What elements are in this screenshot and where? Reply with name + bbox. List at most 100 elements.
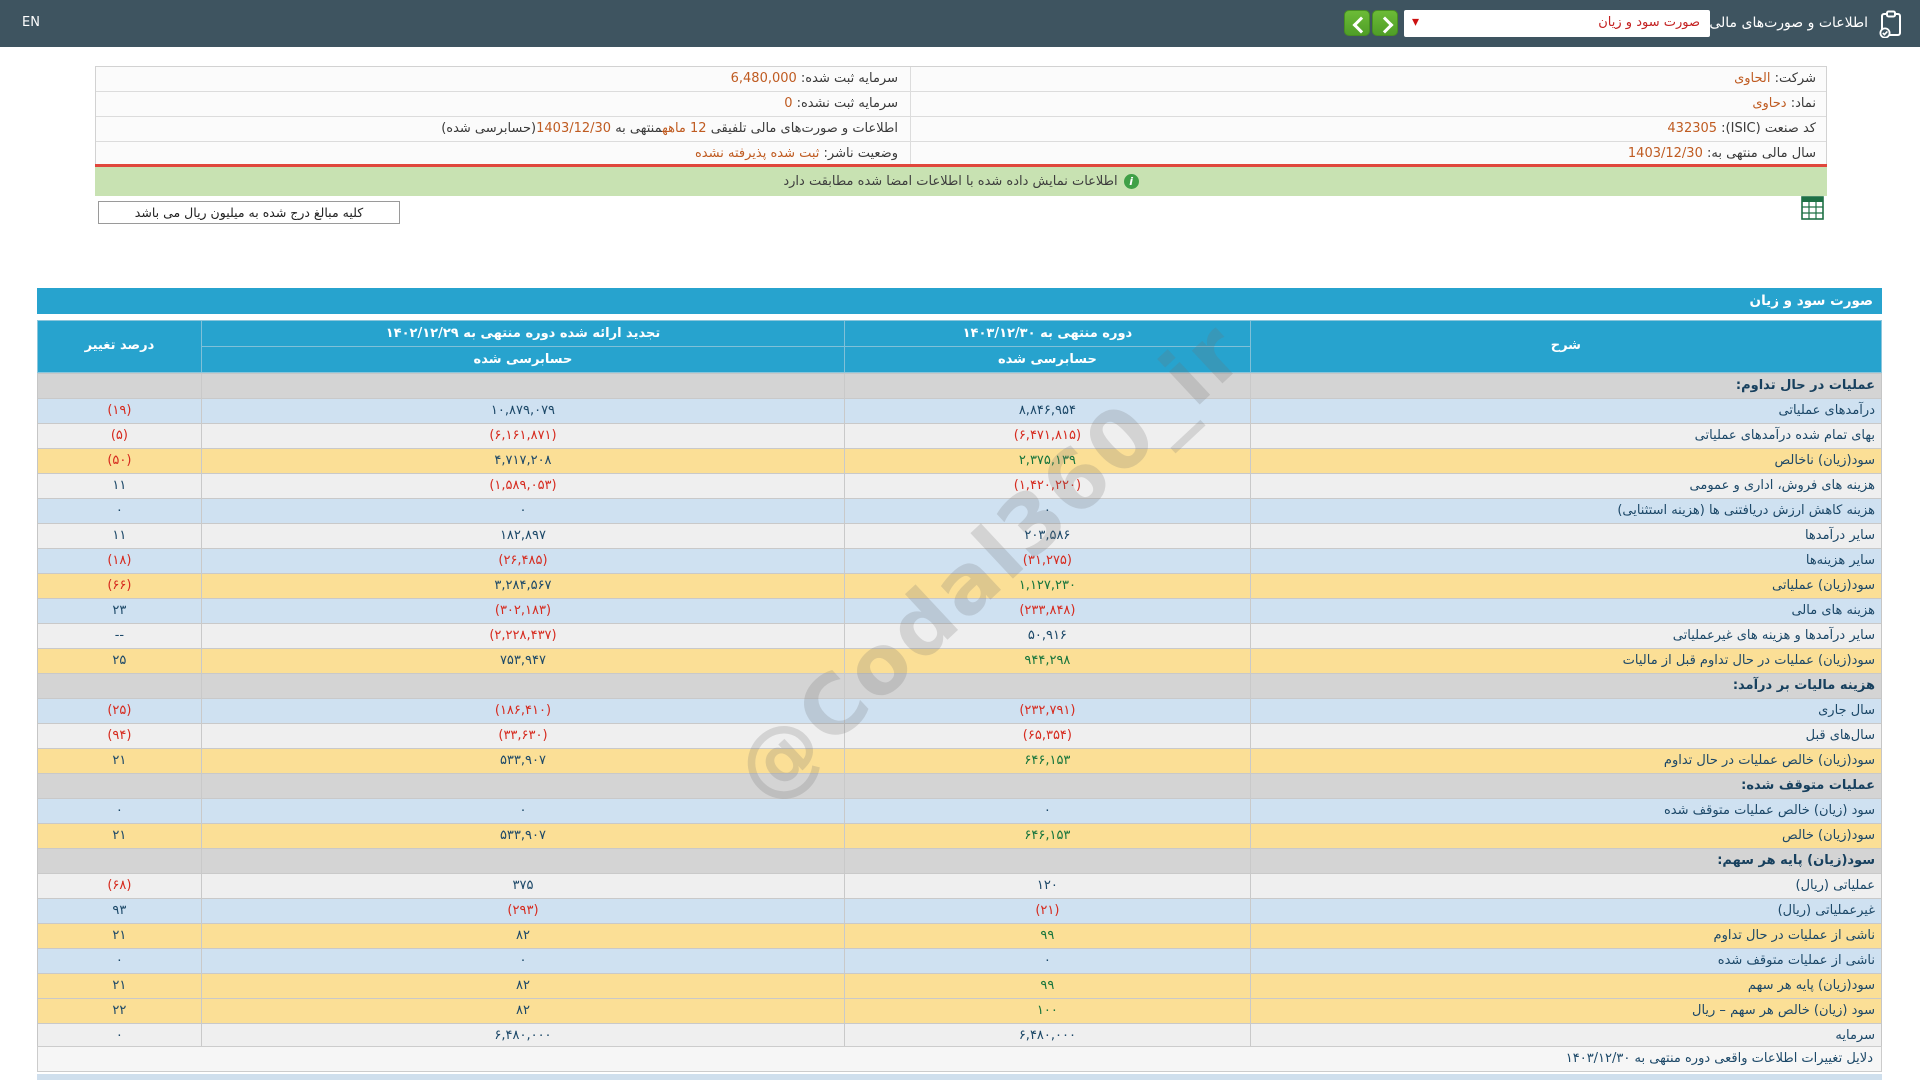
value-prior-period: ۳,۲۸۴,۵۶۷	[200, 574, 844, 598]
table-row: سایر درآمدها و هزینه های غیرعملیاتی ۵۰,۹۱…	[38, 623, 1881, 648]
value-pct-change: (۵)	[110, 428, 128, 443]
value-pct-change: ۰	[115, 953, 123, 968]
value-current-period: (۶,۴۷۱,۸۱۵)	[844, 424, 1251, 448]
value-pct-change: ۰	[115, 503, 123, 518]
info-cell-right: سال مالی منتهی به: 1403/12/30	[1627, 146, 1816, 161]
value-current-period: ۶۴۶,۱۵۳	[844, 749, 1251, 773]
income-table-body: عملیات در حال تداوم: درآمدهای عملیاتی ۸,۸۴…	[37, 373, 1882, 1050]
value-current-period: ۹۴۴,۲۹۸	[844, 649, 1251, 673]
value-pct-change: (۲۵)	[107, 703, 132, 718]
value-pct-change: ۰	[115, 803, 123, 818]
clipboard-icon	[1878, 10, 1904, 42]
value-current-period	[844, 849, 1251, 873]
value-current-period: ۱۲۰	[844, 874, 1251, 898]
value-pct-change: ۱۱	[112, 478, 127, 493]
header-prior-period: تجدید ارائه شده دوره منتهی به ۱۴۰۲/۱۲/۲۹…	[200, 321, 845, 372]
value-prior-period: ۴,۷۱۷,۲۰۸	[200, 449, 844, 473]
statement-select-dropdown[interactable]: صورت سود و زیان ▾	[1404, 10, 1710, 37]
header-prior-period-label: تجدید ارائه شده دوره منتهی به ۱۴۰۲/۱۲/۲۹	[385, 326, 661, 341]
table-row: سود(زیان) عملیات در حال تداوم قبل از مال…	[38, 648, 1881, 673]
value-prior-period	[200, 774, 844, 798]
value-pct-change: ۲۱	[112, 828, 127, 843]
row-label: سود(زیان) خالص عملیات در حال تداوم	[1663, 753, 1875, 768]
table-row: سال جاری (۲۳۲,۷۹۱) (۱۸۶,۴۱۰) (۲۵)	[38, 698, 1881, 723]
row-label: درآمدهای عملیاتی	[1778, 403, 1875, 418]
banner-text: اطلاعات نمایش داده شده با اطلاعات امضا ش…	[783, 174, 1118, 189]
previous-statement-button[interactable]	[1344, 10, 1370, 36]
row-label: عملیاتی (ریال)	[1795, 878, 1876, 893]
row-label: سود (زیان) خالص عملیات متوقف شده	[1664, 803, 1875, 818]
info-cell-left: سرمایه ثبت شده: 6,480,000	[96, 67, 911, 91]
row-label: غیرعملیاتی (ریال)	[1777, 903, 1875, 918]
chevron-left-icon	[1352, 16, 1370, 34]
value-prior-period	[200, 674, 844, 698]
value-current-period: ۰	[844, 949, 1251, 973]
excel-export-icon[interactable]	[1801, 196, 1824, 224]
reasons-section-header: دلایل تغییرات اطلاعات واقعی دوره منتهی ب…	[37, 1046, 1882, 1072]
row-label: سود(زیان) عملیات در حال تداوم قبل از مال…	[1622, 653, 1875, 668]
value-prior-period: (۳۳,۶۳۰)	[200, 724, 844, 748]
value-prior-period: (۲۶,۴۸۵)	[200, 549, 844, 573]
value-prior-period	[200, 849, 844, 873]
row-label: هزینه مالیات بر درآمد:	[1732, 678, 1875, 693]
dropdown-selected-value: صورت سود و زیان	[1598, 15, 1700, 30]
value-pct-change: ۲۱	[112, 928, 127, 943]
value-current-period: (۳۱,۲۷۵)	[844, 549, 1251, 573]
table-title-bar: صورت سود و زیان	[37, 288, 1882, 314]
value-pct-change: ۲۳	[112, 603, 127, 618]
value-pct-change: (۹۴)	[107, 728, 132, 743]
value-current-period: ۰	[844, 499, 1251, 523]
value-current-period: (۲۳۳,۸۴۸)	[844, 599, 1251, 623]
header-current-period: دوره منتهی به ۱۴۰۳/۱۲/۳۰ حسابرسی شده	[844, 321, 1251, 372]
table-row: عملیاتی (ریال) ۱۲۰ ۳۷۵ (۶۸)	[38, 873, 1881, 898]
value-prior-period: ۳۷۵	[200, 874, 844, 898]
table-row: ناشی از عملیات متوقف شده ۰ ۰ ۰	[38, 948, 1881, 973]
table-row: سایر درآمدها ۲۰۳,۵۸۶ ۱۸۲,۸۹۷ ۱۱	[38, 523, 1881, 548]
value-current-period	[844, 374, 1251, 398]
value-current-period: ۱۰۰	[844, 999, 1251, 1023]
section-row: هزینه مالیات بر درآمد:	[38, 673, 1881, 698]
row-label: سایر هزینه‌ها	[1805, 553, 1875, 568]
section-row: عملیات متوقف شده:	[38, 773, 1881, 798]
value-pct-change: (۶۶)	[107, 578, 132, 593]
language-switch-en[interactable]: EN	[22, 15, 40, 30]
value-prior-period: ۵۳۳,۹۰۷	[200, 824, 844, 848]
value-pct-change: ۹۳	[112, 903, 127, 918]
row-label: بهای تمام شده درآمدهای عملیاتی	[1694, 428, 1875, 443]
header-description: شرح	[1250, 321, 1881, 372]
next-statement-button[interactable]	[1372, 10, 1398, 36]
value-prior-period: ۰	[200, 499, 844, 523]
value-current-period: ۹۹	[844, 924, 1251, 948]
table-row: بهای تمام شده درآمدهای عملیاتی (۶,۴۷۱,۸۱۵…	[38, 423, 1881, 448]
value-pct-change: (۱۹)	[107, 403, 132, 418]
value-current-period: (۲۱)	[844, 899, 1251, 923]
section-row: سود(زیان) پایه هر سهم:	[38, 848, 1881, 873]
table-row: سود (زیان) خالص عملیات متوقف شده ۰ ۰ ۰	[38, 798, 1881, 823]
table-row: سود(زیان) خالص ۶۴۶,۱۵۳ ۵۳۳,۹۰۷ ۲۱	[38, 823, 1881, 848]
value-pct-change: (۶۸)	[107, 878, 132, 893]
value-pct-change: (۱۸)	[107, 553, 132, 568]
info-row: کد صنعت (ISIC): 432305 اطلاعات و صورت‌های…	[96, 116, 1826, 141]
info-cell-left: سرمایه ثبت نشده: 0	[96, 92, 911, 116]
chevron-down-icon: ▾	[1412, 14, 1420, 30]
value-current-period: (۲۳۲,۷۹۱)	[844, 699, 1251, 723]
row-label: سود(زیان) عملیاتی	[1772, 578, 1875, 593]
value-pct-change: (۵۰)	[107, 453, 132, 468]
header-current-audited: حسابرسی شده	[845, 346, 1250, 372]
row-label: سود(زیان) پایه هر سهم	[1747, 978, 1875, 993]
row-label: عملیات در حال تداوم:	[1735, 378, 1875, 393]
value-pct-change: ۲۱	[112, 978, 127, 993]
row-label: سرمایه	[1835, 1028, 1875, 1043]
info-row: شرکت: الحاوی سرمایه ثبت شده: 6,480,000	[96, 67, 1826, 91]
row-label: سود (زیان) خالص هر سهم – ریال	[1692, 1003, 1875, 1018]
table-row: سرمایه ۶,۴۸۰,۰۰۰ ۶,۴۸۰,۰۰۰ ۰	[38, 1023, 1881, 1048]
value-current-period: ۰	[844, 799, 1251, 823]
table-row: هزینه کاهش ارزش دریافتنی ها (هزینه استثن…	[38, 498, 1881, 523]
info-row: سال مالی منتهی به: 1403/12/30 وضعیت ناشر:…	[96, 141, 1826, 166]
table-row: درآمدهای عملیاتی ۸,۸۴۶,۹۵۴ ۱۰,۸۷۹,۰۷۹ (۱۹)	[38, 398, 1881, 423]
value-current-period: ۶,۴۸۰,۰۰۰	[844, 1024, 1251, 1048]
row-label: سایر درآمدها و هزینه های غیرعملیاتی	[1672, 628, 1875, 643]
value-pct-change	[38, 849, 201, 873]
value-prior-period: (۶,۱۶۱,۸۷۱)	[200, 424, 844, 448]
value-pct-change: ۲۱	[112, 753, 127, 768]
